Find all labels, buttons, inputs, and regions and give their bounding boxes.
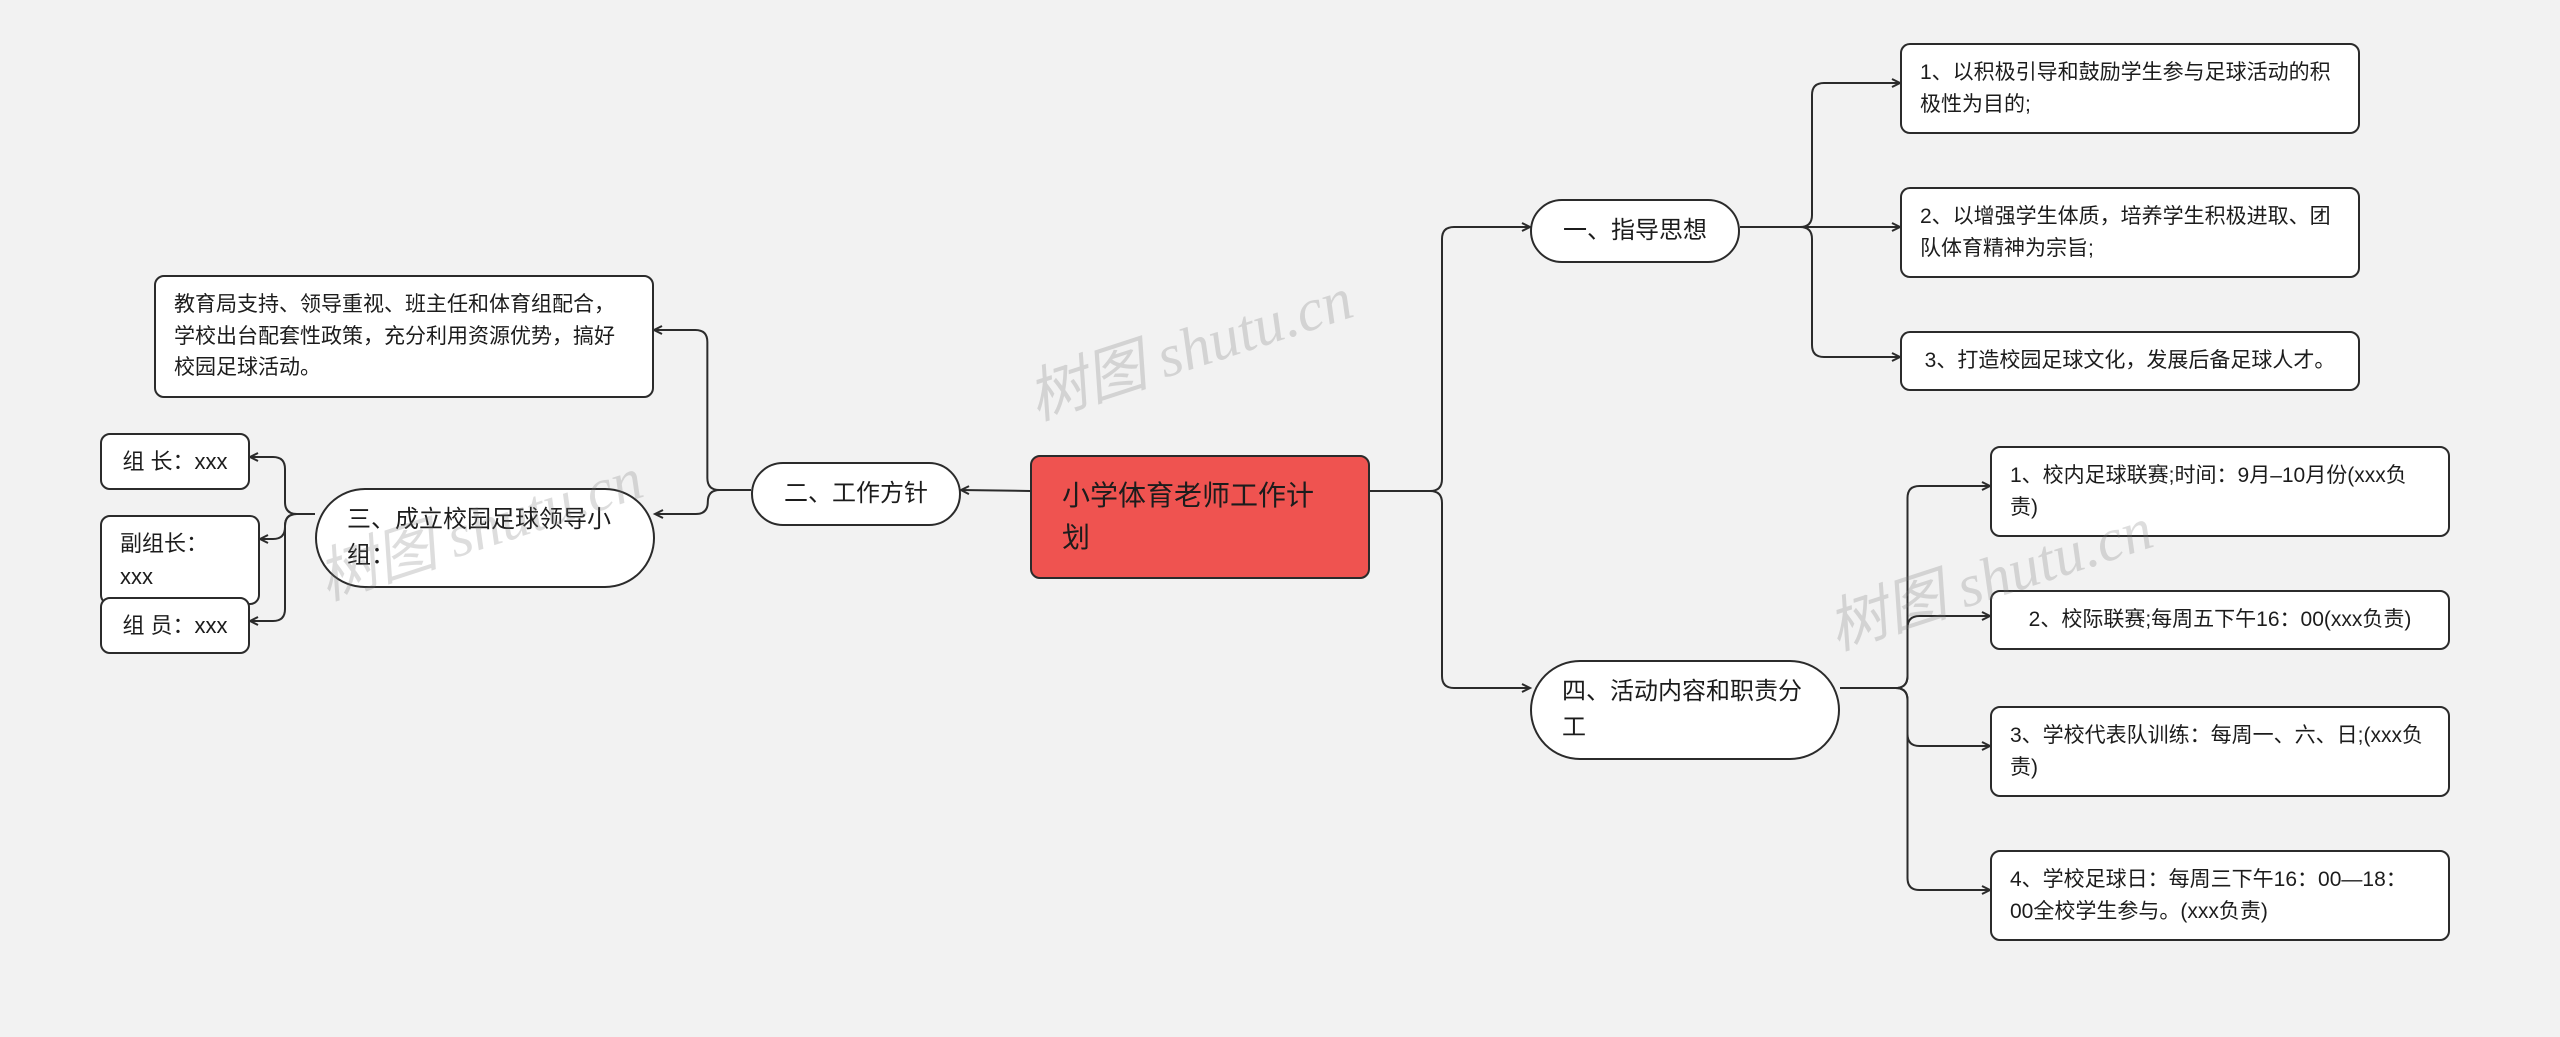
edge — [1840, 688, 1990, 890]
leaf-activity-1: 1、校内足球联赛;时间：9月–10月份(xxx负责) — [1990, 446, 2450, 537]
branch-guiding-thought: 一、指导思想 — [1530, 199, 1740, 263]
edge — [961, 490, 1030, 491]
leaf-activity-3: 3、学校代表队训练：每周一、六、日;(xxx负责) — [1990, 706, 2450, 797]
edge — [1840, 616, 1990, 688]
edge — [1840, 688, 1990, 746]
root-node: 小学体育老师工作计划 — [1030, 455, 1370, 579]
leaf-group-member: 组 员：xxx — [100, 597, 250, 654]
edge — [1370, 227, 1530, 491]
branch-leadership-group: 三、成立校园足球领导小组： — [315, 488, 655, 588]
edge — [260, 514, 315, 539]
leaf-group-vice: 副组长：xxx — [100, 515, 260, 605]
leaf-policy-1: 教育局支持、领导重视、班主任和体育组配合，学校出台配套性政策，充分利用资源优势，… — [154, 275, 654, 398]
edge — [1370, 491, 1530, 688]
edge — [1740, 83, 1900, 227]
watermark: 树图 shutu.cn — [1015, 250, 1362, 437]
leaf-activity-4: 4、学校足球日：每周三下午16：00—18：00全校学生参与。(xxx负责) — [1990, 850, 2450, 941]
leaf-guiding-1: 1、以积极引导和鼓励学生参与足球活动的积极性为目的; — [1900, 43, 2360, 134]
leaf-guiding-2: 2、以增强学生体质，培养学生积极进取、团队体育精神为宗旨; — [1900, 187, 2360, 278]
edge — [655, 490, 751, 514]
leaf-guiding-3: 3、打造校园足球文化，发展后备足球人才。 — [1900, 331, 2360, 391]
edge — [250, 457, 315, 514]
branch-activities: 四、活动内容和职责分工 — [1530, 660, 1840, 760]
edge — [1840, 486, 1990, 688]
branch-work-policy: 二、工作方针 — [751, 462, 961, 526]
leaf-activity-2: 2、校际联赛;每周五下午16：00(xxx负责) — [1990, 590, 2450, 650]
edge — [654, 330, 751, 490]
edge — [1740, 227, 1900, 357]
leaf-group-leader: 组 长：xxx — [100, 433, 250, 490]
